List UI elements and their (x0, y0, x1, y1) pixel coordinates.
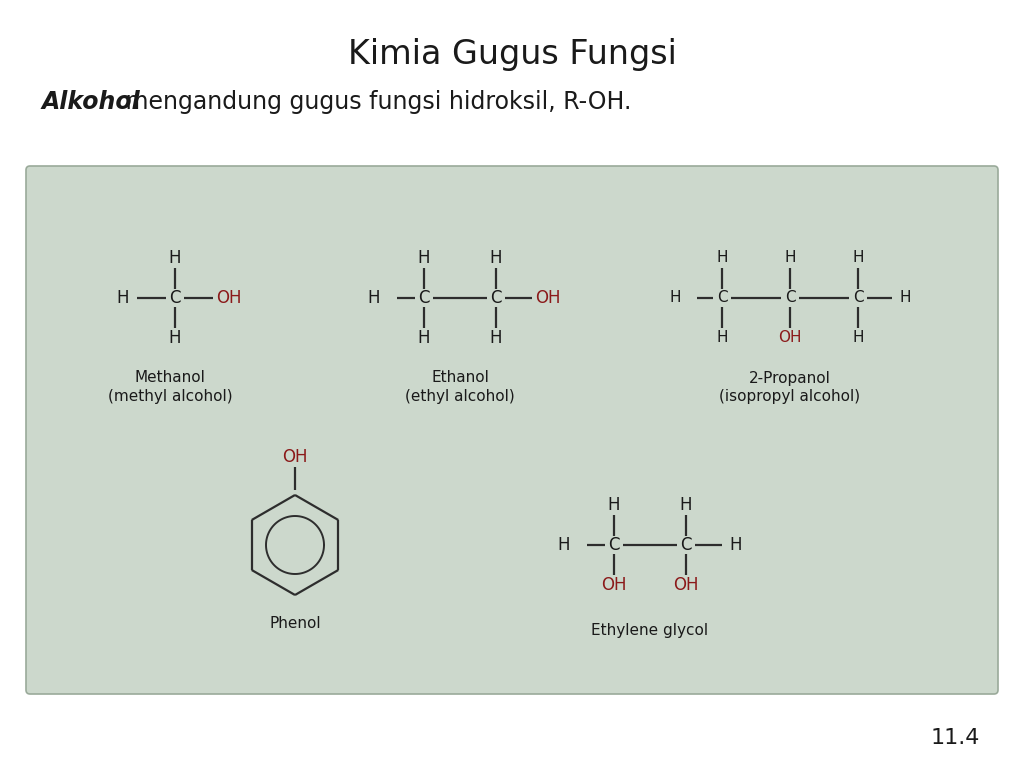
Text: C: C (169, 289, 181, 307)
Text: 2-Propanol: 2-Propanol (750, 370, 830, 386)
Text: H: H (608, 496, 621, 514)
Text: H: H (558, 536, 570, 554)
Text: H: H (680, 496, 692, 514)
Text: OH: OH (283, 448, 308, 466)
Text: H: H (368, 289, 380, 307)
Text: H: H (418, 329, 430, 347)
Text: H: H (489, 329, 502, 347)
Text: (methyl alcohol): (methyl alcohol) (108, 389, 232, 403)
FancyBboxPatch shape (26, 166, 998, 694)
Text: C: C (717, 290, 727, 306)
Text: OH: OH (778, 330, 802, 346)
Text: C: C (784, 290, 796, 306)
Text: H: H (716, 330, 728, 346)
Text: H: H (730, 536, 742, 554)
Text: H: H (716, 250, 728, 266)
Text: Methanol: Methanol (134, 370, 206, 386)
Text: OH: OH (216, 289, 242, 307)
Text: (ethyl alcohol): (ethyl alcohol) (406, 389, 515, 403)
Text: C: C (418, 289, 430, 307)
Text: Ethanol: Ethanol (431, 370, 488, 386)
Text: OH: OH (673, 576, 698, 594)
Text: H: H (852, 330, 864, 346)
Text: H: H (169, 249, 181, 267)
Text: 11.4: 11.4 (931, 728, 980, 748)
Text: Alkohol: Alkohol (42, 90, 140, 114)
Text: Ethylene glycol: Ethylene glycol (592, 623, 709, 637)
Text: C: C (608, 536, 620, 554)
Text: (isopropyl alcohol): (isopropyl alcohol) (720, 389, 860, 403)
Text: OH: OH (536, 289, 561, 307)
Text: OH: OH (601, 576, 627, 594)
Text: C: C (853, 290, 863, 306)
Text: H: H (784, 250, 796, 266)
Text: Phenol: Phenol (269, 615, 321, 631)
Text: mengandung gugus fungsi hidroksil, R-OH.: mengandung gugus fungsi hidroksil, R-OH. (118, 90, 632, 114)
Text: H: H (418, 249, 430, 267)
Text: H: H (169, 329, 181, 347)
Text: H: H (852, 250, 864, 266)
Text: H: H (489, 249, 502, 267)
Text: Kimia Gugus Fungsi: Kimia Gugus Fungsi (347, 38, 677, 71)
Text: C: C (490, 289, 502, 307)
Text: H: H (117, 289, 129, 307)
Text: H: H (670, 290, 681, 306)
Text: C: C (680, 536, 692, 554)
Text: H: H (899, 290, 910, 306)
